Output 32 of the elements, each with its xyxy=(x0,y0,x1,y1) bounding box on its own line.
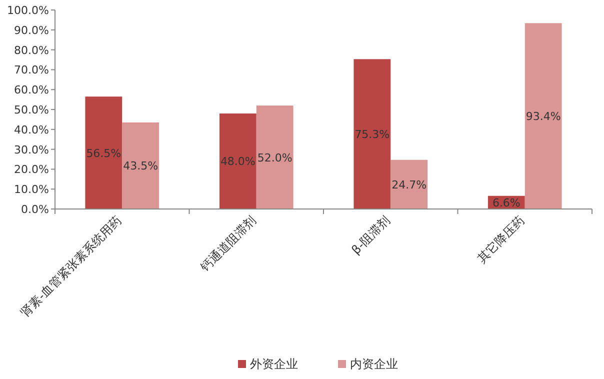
legend-label: 内资企业 xyxy=(350,357,398,371)
data-label: 52.0% xyxy=(257,151,292,164)
data-label: 43.5% xyxy=(123,160,158,173)
x-tick-label: 其它降压药 xyxy=(474,213,527,266)
y-tick-label: 40.0% xyxy=(14,123,49,136)
x-tick-label: 钙通道阻滞剂 xyxy=(196,213,258,275)
data-label: 6.6% xyxy=(492,196,520,210)
bar xyxy=(390,160,428,209)
y-tick-label: 50.0% xyxy=(14,104,49,116)
data-label: 56.5% xyxy=(86,146,122,160)
bar xyxy=(256,106,294,209)
bar xyxy=(122,122,160,209)
data-label: 24.7% xyxy=(392,178,427,192)
bar xyxy=(219,113,256,209)
y-tick-label: 0.0% xyxy=(21,203,49,216)
y-tick-label: 100.0% xyxy=(7,4,49,17)
y-tick-label: 20.0% xyxy=(14,163,49,176)
data-label: 75.3% xyxy=(354,128,390,142)
y-tick-label: 70.0% xyxy=(14,64,49,77)
data-label: 48.0% xyxy=(220,155,256,168)
legend-label: 外资企业 xyxy=(250,357,298,371)
x-tick-label: 肾素-血管紧张素系统用药 xyxy=(18,213,124,320)
bar xyxy=(524,23,562,209)
y-tick-label: 60.0% xyxy=(14,84,49,97)
x-tick-label: β-阻滞剂 xyxy=(348,213,393,258)
y-tick-label: 30.0% xyxy=(14,143,49,156)
bar xyxy=(354,59,391,209)
y-tick-label: 10.0% xyxy=(14,183,49,196)
y-tick-label: 80.0% xyxy=(14,44,49,57)
bar xyxy=(85,96,122,209)
y-tick-label: 90.0% xyxy=(14,24,49,37)
data-label: 93.4% xyxy=(526,110,561,124)
